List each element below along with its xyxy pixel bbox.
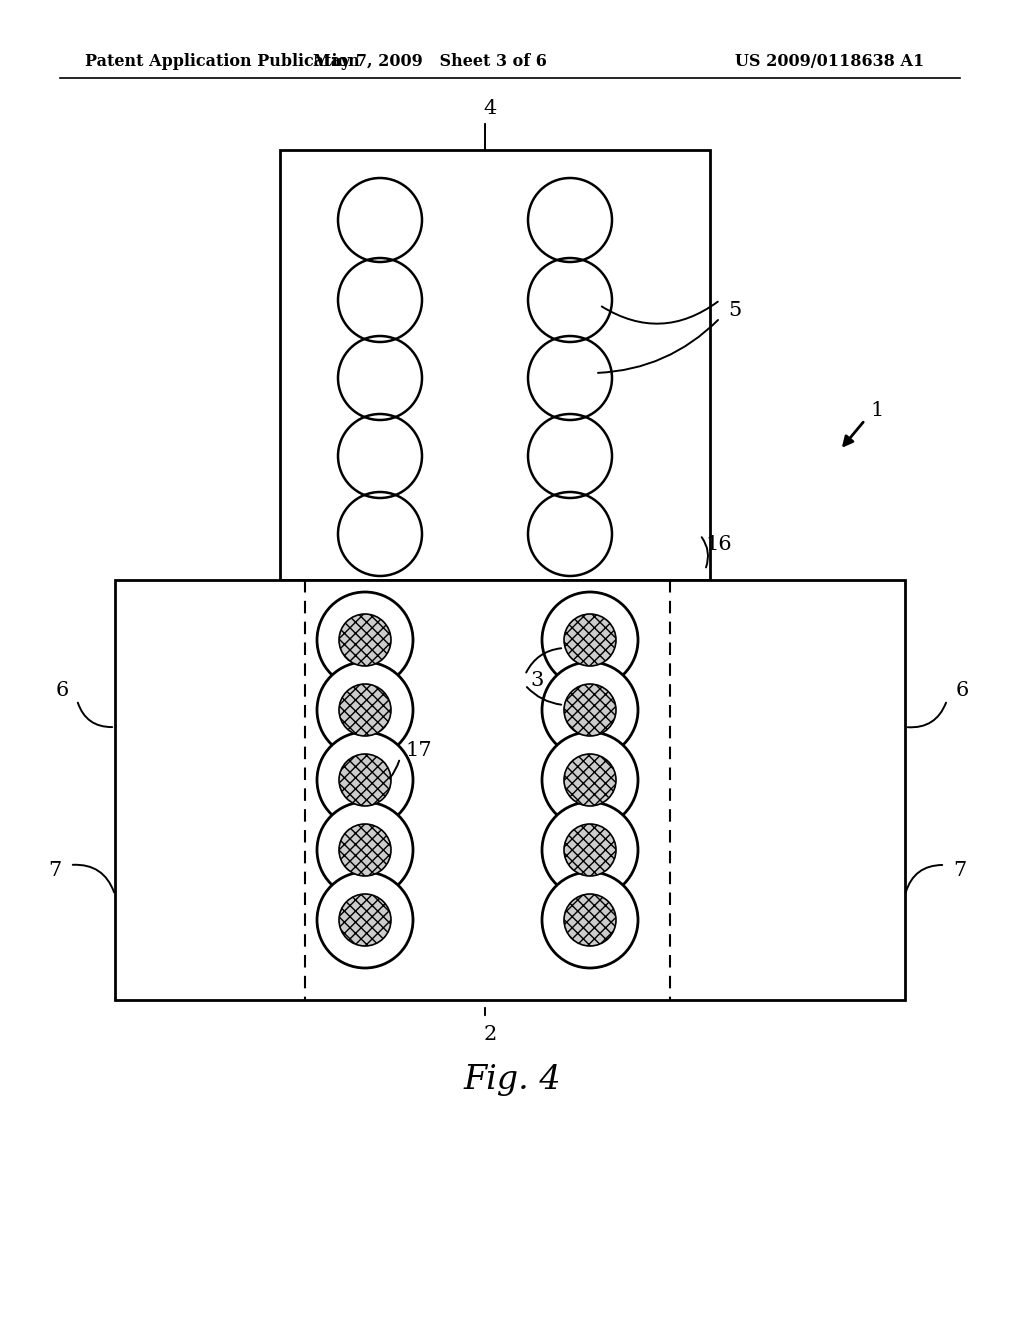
Circle shape	[339, 614, 391, 667]
Circle shape	[542, 803, 638, 898]
Circle shape	[317, 663, 413, 758]
Circle shape	[564, 614, 616, 667]
Circle shape	[542, 591, 638, 688]
Circle shape	[542, 733, 638, 828]
Circle shape	[317, 803, 413, 898]
Circle shape	[542, 873, 638, 968]
Text: 4: 4	[483, 99, 497, 117]
Text: 2: 2	[483, 1026, 497, 1044]
Text: 16: 16	[705, 536, 731, 554]
Text: 7: 7	[953, 861, 967, 879]
Text: 1: 1	[870, 400, 884, 420]
Text: 6: 6	[55, 681, 69, 700]
Text: US 2009/0118638 A1: US 2009/0118638 A1	[735, 54, 925, 70]
Circle shape	[339, 754, 391, 807]
Text: May 7, 2009   Sheet 3 of 6: May 7, 2009 Sheet 3 of 6	[313, 54, 547, 70]
Bar	[115, 579, 905, 1001]
Text: Patent Application Publication: Patent Application Publication	[85, 54, 359, 70]
Circle shape	[339, 894, 391, 946]
Bar	[280, 150, 710, 579]
Text: 17: 17	[406, 741, 432, 759]
Text: Fig. 4: Fig. 4	[463, 1064, 561, 1096]
Text: 3: 3	[530, 671, 544, 689]
Text: 6: 6	[955, 681, 969, 700]
Circle shape	[564, 754, 616, 807]
Text: 7: 7	[48, 861, 61, 879]
Circle shape	[564, 894, 616, 946]
Text: 5: 5	[728, 301, 741, 319]
Circle shape	[542, 663, 638, 758]
Circle shape	[317, 591, 413, 688]
Circle shape	[339, 684, 391, 737]
Circle shape	[317, 873, 413, 968]
Circle shape	[339, 824, 391, 876]
Circle shape	[564, 684, 616, 737]
Circle shape	[564, 824, 616, 876]
Circle shape	[317, 733, 413, 828]
